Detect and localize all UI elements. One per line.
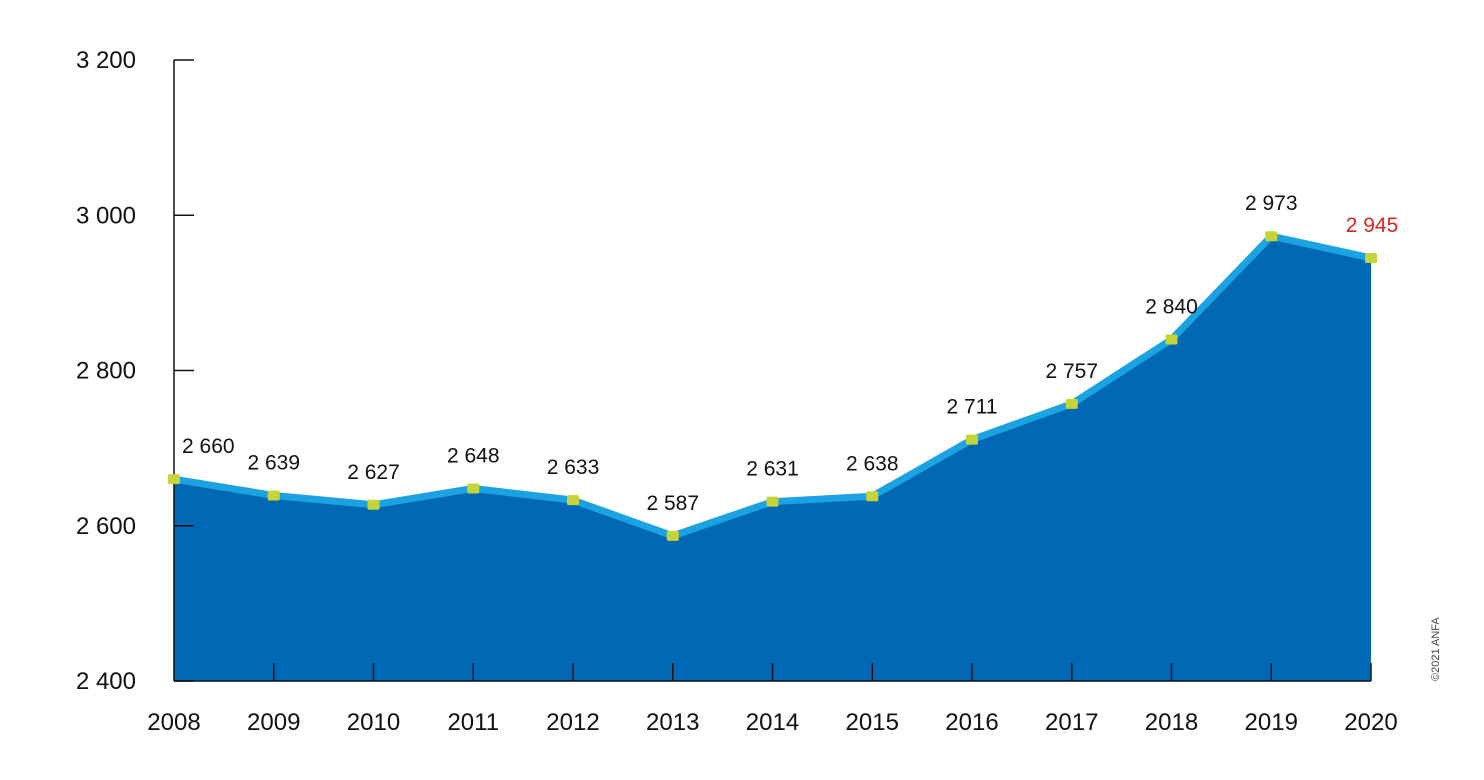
- y-tick-label: 3 000: [76, 202, 136, 229]
- x-tick-label: 2015: [846, 709, 899, 736]
- data-point: [966, 434, 978, 445]
- data-point: [766, 496, 779, 507]
- data-point: [1265, 231, 1278, 242]
- data-point: [467, 483, 480, 494]
- x-tick-label: 2018: [1145, 709, 1198, 736]
- data-label: 2 631: [746, 458, 799, 481]
- y-tick-label: 2 800: [76, 358, 136, 385]
- data-point: [567, 495, 579, 506]
- x-tick-label: 2014: [746, 709, 799, 736]
- data-label: 2 638: [846, 452, 899, 475]
- data-point: [1365, 252, 1377, 263]
- x-tick-label: 2010: [347, 709, 400, 736]
- data-label: 2 639: [247, 451, 300, 474]
- data-point: [1165, 334, 1178, 345]
- x-tick-label: 2008: [147, 709, 200, 736]
- area-layer: [174, 236, 1371, 682]
- data-label: 2 633: [547, 456, 600, 479]
- data-label: 2 840: [1145, 295, 1198, 318]
- y-tick-label: 2 400: [76, 668, 136, 695]
- data-point: [168, 474, 180, 485]
- copyright-text: ©2021 ANFA: [1430, 617, 1442, 681]
- data-label: 2 945: [1346, 214, 1399, 237]
- axis-layer: 2 400 2 600 2 800 3 000 3 200 2008 2009 2010 201…: [76, 47, 1398, 736]
- x-tick-label: 2016: [945, 709, 998, 736]
- data-point: [666, 530, 679, 541]
- marker-layer: [168, 231, 1377, 541]
- x-tick-label: 2012: [546, 709, 599, 736]
- data-label: 2 711: [947, 396, 998, 419]
- data-label: 2 973: [1245, 192, 1298, 215]
- data-label: 2 660: [182, 435, 235, 458]
- label-layer: 2 660 2 639 2 627 2 648 2 633 2 587 2 631 2 638…: [182, 192, 1398, 515]
- data-point: [1065, 398, 1078, 409]
- area-fill: [174, 236, 1371, 682]
- data-label: 2 648: [447, 444, 500, 467]
- y-tick-label: 2 600: [76, 513, 136, 540]
- data-point: [367, 499, 380, 510]
- x-tick-label: 2013: [646, 709, 699, 736]
- x-tick-label: 2020: [1344, 709, 1397, 736]
- data-point: [267, 490, 280, 501]
- y-tick-label: 3 200: [76, 47, 136, 74]
- data-label: 2 587: [646, 492, 699, 515]
- x-tick-label: 2019: [1245, 709, 1298, 736]
- data-point: [866, 491, 879, 502]
- data-label: 2 627: [347, 461, 400, 484]
- x-tick-label: 2017: [1045, 709, 1098, 736]
- data-label: 2 757: [1045, 360, 1098, 383]
- x-tick-label: 2009: [247, 709, 300, 736]
- x-tick-label: 2011: [447, 709, 499, 736]
